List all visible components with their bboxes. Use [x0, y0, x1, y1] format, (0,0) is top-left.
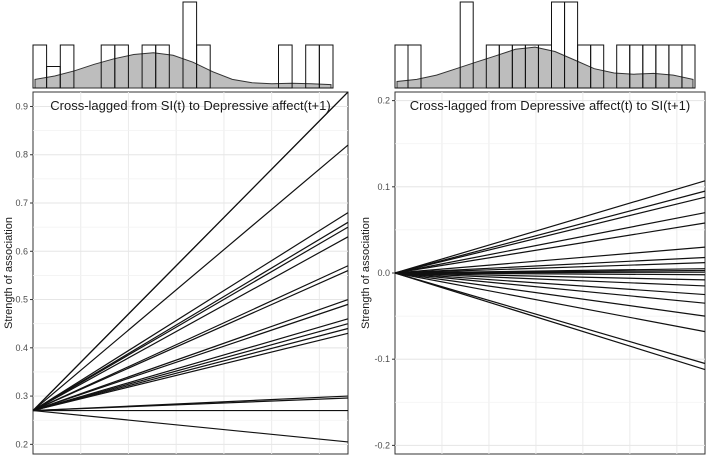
histogram-bar: [681, 44, 696, 89]
y-tick-label: 0.2: [15, 439, 28, 449]
series-line: [394, 262, 706, 274]
series-line: [32, 332, 349, 412]
series-line: [32, 236, 349, 412]
series-line: [394, 272, 706, 281]
y-tick-label: 0.9: [15, 101, 28, 111]
series-line: [394, 246, 706, 274]
series-line: [32, 397, 349, 412]
series-line: [32, 298, 349, 412]
series-line: [32, 323, 349, 412]
y-ticks-left: 0.2 0.3 0.4 0.5 0.6 0.7 0.8 0.9: [15, 101, 33, 449]
histogram-bar: [155, 44, 170, 89]
series-line: [32, 318, 349, 412]
series-line: [32, 270, 349, 412]
series-line: [394, 196, 706, 274]
marginal-histogram-right: [394, 1, 696, 89]
series-line: [394, 272, 706, 276]
series-line: [394, 222, 706, 274]
y-axis-label-left: Strength of association: [3, 217, 15, 329]
series-line: [394, 272, 706, 365]
chart-title-right: Cross-lagged from Depressive affect(t) t…: [410, 98, 690, 113]
histogram-bar: [459, 1, 474, 89]
histogram-bar: [196, 44, 211, 89]
y-tick-label: 0.4: [15, 343, 28, 353]
series-line: [32, 409, 349, 443]
plot-frame-left: [32, 91, 349, 455]
chart-title-left: Cross-lagged from SI(t) to Depressive af…: [50, 98, 330, 113]
y-tick-label: 0.0: [377, 268, 390, 278]
series-line: [394, 272, 706, 317]
y-tick-label: 0.3: [15, 391, 28, 401]
y-tick-label: 0.8: [15, 150, 28, 160]
histogram-bar: [407, 44, 422, 89]
series-lines-left: [32, 91, 349, 443]
series-line: [394, 190, 706, 274]
series-line: [394, 272, 706, 296]
y-tick-label: 0.5: [15, 295, 28, 305]
series-line: [394, 180, 706, 274]
y-ticks-right: -0.2 -0.1 0.0 0.1 0.2: [374, 96, 395, 450]
series-line: [32, 212, 349, 412]
histogram-bar: [59, 44, 75, 89]
series-line: [32, 221, 349, 412]
series-line: [394, 272, 706, 287]
marginal-histogram-left: [32, 1, 334, 89]
series-line: [394, 212, 706, 274]
series-line: [32, 226, 349, 412]
series-line: [394, 256, 706, 274]
y-axis-label-right: Strength of association: [360, 217, 372, 329]
series-line: [32, 91, 349, 411]
gridlines-left: [33, 92, 348, 454]
panel-right: -0.2 -0.1 0.0 0.1 0.2 Cross-lagged from Depr…: [360, 1, 706, 455]
histogram-bar: [278, 44, 293, 89]
y-tick-label: 0.6: [15, 246, 28, 256]
series-line: [32, 327, 349, 412]
y-tick-label: -0.2: [374, 440, 390, 450]
y-tick-label: 0.7: [15, 198, 28, 208]
series-line: [32, 144, 349, 412]
histogram-bar: [114, 44, 129, 89]
series-line: [32, 303, 349, 412]
panel-left: 0.2 0.3 0.4 0.5 0.6 0.7 0.8 0.9 Cross-lagged fr…: [3, 1, 349, 455]
series-line: [394, 272, 706, 333]
series-lines-right: [394, 180, 706, 371]
series-line: [394, 272, 706, 304]
series-line: [32, 265, 349, 412]
density-curve: [396, 46, 694, 89]
series-line: [394, 272, 706, 371]
y-tick-label: 0.1: [377, 182, 390, 192]
histogram-bar: [318, 44, 334, 89]
y-tick-label: 0.2: [377, 96, 390, 106]
histogram-bar: [305, 44, 320, 89]
y-tick-label: -0.1: [374, 354, 390, 364]
histogram-bar: [590, 44, 605, 89]
